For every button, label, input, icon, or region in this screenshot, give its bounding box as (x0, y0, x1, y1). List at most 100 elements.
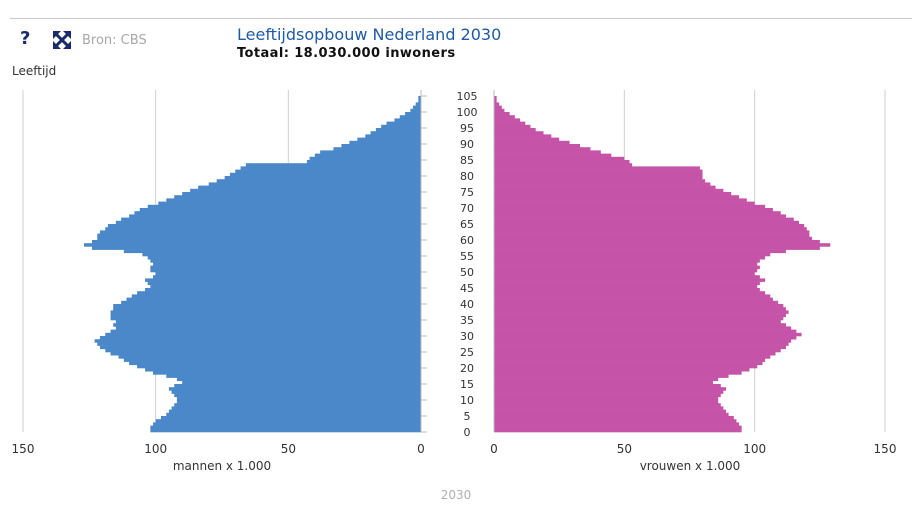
bar-women-age-65 (494, 220, 799, 225)
age-tick-label-15: 15 (460, 378, 474, 391)
bar-men-age-3 (155, 419, 421, 423)
bar-women-age-9 (494, 400, 719, 404)
bar-women-age-0 (494, 428, 742, 433)
bar-men-age-80 (229, 172, 421, 177)
age-tick-label-25: 25 (460, 346, 474, 359)
bar-men-age-30 (105, 332, 422, 337)
header-divider (10, 18, 912, 19)
bar-women-age-80 (494, 172, 703, 177)
bar-men-age-63 (105, 227, 422, 231)
bar-women-age-100 (494, 108, 505, 113)
bar-women-age-98 (494, 115, 515, 119)
bar-women-age-79 (494, 176, 703, 180)
bar-men-age-35 (110, 316, 421, 321)
bar-men-age-31 (110, 329, 421, 334)
bar-women-age-78 (494, 179, 706, 183)
bar-women-age-2 (494, 422, 740, 426)
bar-women-age-82 (494, 166, 700, 170)
bar-women-age-1 (494, 425, 742, 430)
bar-women-age-92 (494, 134, 552, 138)
bar-women-age-69 (494, 208, 773, 212)
bar-men-age-83 (245, 163, 421, 167)
age-tick-label-0: 0 (464, 426, 471, 439)
age-tick-label-70: 70 (460, 202, 474, 215)
bar-men-age-57 (91, 246, 421, 250)
bar-men-age-22 (123, 358, 422, 362)
bar-women-age-62 (494, 230, 810, 234)
age-tick-label-90: 90 (460, 138, 474, 151)
age-tick-label-100: 100 (457, 106, 478, 119)
bar-women-age-66 (494, 217, 794, 222)
x-tick-women-150: 150 (874, 442, 897, 456)
bar-men-age-56 (123, 249, 422, 254)
bar-men-age-28 (94, 339, 421, 343)
bar-women-age-39 (494, 304, 784, 308)
bar-men-age-74 (182, 192, 421, 196)
x-tick-men-50: 50 (281, 442, 296, 456)
bar-women-age-20 (494, 364, 758, 369)
bar-men-age-95 (381, 124, 421, 129)
bar-men-age-67 (129, 214, 421, 218)
bar-women-age-22 (494, 358, 766, 362)
bar-women-age-7 (494, 406, 724, 410)
bar-men-age-27 (97, 342, 421, 346)
bar-men-age-39 (113, 304, 422, 308)
age-tick-label-55: 55 (460, 250, 474, 263)
bar-women-age-15 (494, 380, 713, 385)
bar-men-age-75 (190, 188, 421, 193)
bar-women-age-47 (494, 278, 766, 282)
bar-men-age-81 (235, 169, 421, 174)
bar-women-age-24 (494, 352, 776, 356)
help-button[interactable]: ? (20, 28, 31, 49)
bar-men-age-38 (113, 307, 422, 311)
bar-women-age-54 (494, 256, 766, 260)
bar-men-age-84 (306, 160, 421, 164)
age-tick-label-105: 105 (457, 90, 478, 103)
bar-men-age-36 (110, 313, 421, 318)
bar-women-age-70 (494, 204, 766, 209)
age-axis: 0 5 10 15 20 25 30 35 40 45 50 55 60 65 70 75 80 85 90 95 10… (420, 90, 495, 439)
bar-men-age-2 (153, 422, 421, 426)
bar-women-age-37 (494, 310, 789, 314)
bar-women-age-10 (494, 396, 719, 401)
bar-men-age-82 (240, 166, 421, 170)
bar-women-age-19 (494, 368, 750, 372)
bar-women-age-34 (494, 320, 781, 324)
bar-men-age-9 (176, 400, 421, 404)
bar-men-age-24 (110, 352, 421, 356)
bar-men-age-21 (129, 361, 421, 366)
bar-women-age-33 (494, 323, 786, 327)
bar-women-age-31 (494, 329, 797, 334)
bar-men-age-86 (314, 153, 421, 158)
bar-men-age-79 (224, 176, 421, 180)
age-tick-label-95: 95 (460, 122, 474, 135)
bar-men-age-58 (84, 243, 421, 247)
bar-women-age-3 (494, 419, 737, 423)
fullscreen-button[interactable] (52, 30, 72, 50)
bar-men-age-12 (171, 390, 421, 394)
bar-men-age-26 (99, 345, 422, 350)
bar-women-age-32 (494, 326, 792, 330)
bar-men-age-100 (410, 108, 421, 113)
bar-women-age-96 (494, 121, 526, 126)
bar-women-age-50 (494, 268, 758, 273)
age-tick-label-65: 65 (460, 218, 474, 231)
bar-women-age-61 (494, 233, 810, 238)
bar-women-age-26 (494, 345, 786, 350)
bar-women-age-67 (494, 214, 786, 218)
age-tick-label-10: 10 (460, 394, 474, 407)
bar-men-age-96 (386, 121, 421, 126)
bar-women-age-87 (494, 150, 601, 154)
bar-women-age-6 (494, 409, 726, 414)
bar-men-age-5 (166, 412, 421, 417)
bar-women-age-49 (494, 272, 755, 276)
bar-men-age-40 (121, 300, 421, 305)
bar-women-age-44 (494, 288, 760, 292)
expand-arrows-icon (52, 30, 72, 50)
bar-men-age-53 (150, 259, 422, 263)
bar-women-age-35 (494, 316, 784, 321)
bar-women-age-30 (494, 332, 802, 337)
bar-men-age-64 (107, 224, 421, 228)
age-tick-label-5: 5 (464, 410, 471, 423)
age-tick-label-40: 40 (460, 298, 474, 311)
